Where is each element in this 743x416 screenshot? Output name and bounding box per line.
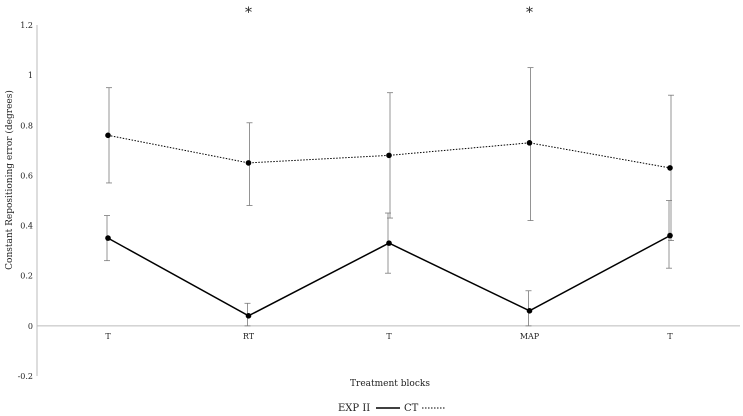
y-axis-label: Constant Repositioning error (degrees) [4,90,15,270]
y-tick-label: -0.2 [18,372,33,381]
data-point [245,160,252,166]
x-tick-label: T [105,332,111,341]
data-point [105,132,111,139]
x-tick-label: RT [243,332,255,341]
x-tick-label: MAP [520,332,540,341]
x-tick-label: T [386,332,392,341]
significance-marker: * [526,5,533,21]
series-line [107,234,671,317]
y-tick-label: 0 [28,322,33,331]
y-tick-label: 0.4 [20,222,33,231]
x-tick-label: T [667,332,673,341]
y-tick-label: 0.8 [20,121,33,130]
x-tick-labels: T RT T MAP T [105,332,673,341]
series-lines [105,132,673,319]
data-point [667,165,673,171]
significance-annotations: * * [245,5,533,21]
data-point [386,240,392,246]
legend-label-ct: CT [404,403,419,414]
error-bars [104,67,674,327]
data-point [526,308,533,314]
data-point [526,140,533,146]
y-tick-label: 0.2 [20,272,33,281]
y-tick-label: 0.6 [20,171,33,180]
significance-marker: * [245,5,252,21]
x-axis-label: Treatment blocks [350,379,430,389]
legend: EXP II CT [338,403,446,414]
data-point [105,235,111,241]
series-line [107,134,671,169]
axes [36,25,740,376]
y-tick-label: 1.2 [20,21,33,30]
data-point [245,313,252,319]
legend-label-exp: EXP II [338,403,370,414]
y-tick-label: 1 [28,71,33,80]
y-tick-labels: -0.2 0 0.2 0.4 0.6 0.8 1 1.2 [18,21,33,381]
data-point [667,232,673,239]
data-point [386,152,392,159]
